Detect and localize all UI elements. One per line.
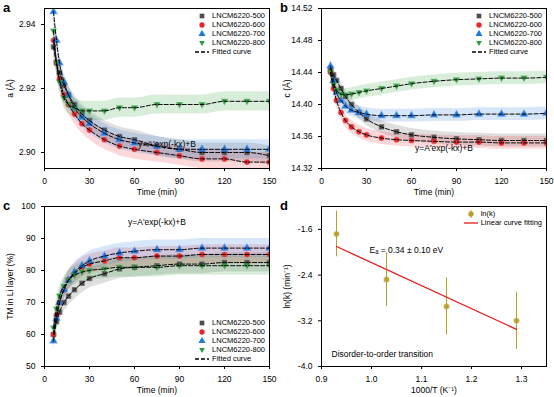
svg-text:14.48: 14.48	[291, 35, 313, 45]
svg-text:0: 0	[319, 176, 324, 186]
svg-text:2.92: 2.92	[19, 83, 36, 93]
html-text:a: a	[3, 0, 11, 15]
svg-text:120: 120	[217, 374, 231, 384]
svg-text:0.9: 0.9	[316, 374, 328, 384]
svg-text:90: 90	[175, 374, 185, 384]
svg-text:Time (min): Time (min)	[137, 385, 177, 395]
svg-text:-2.4: -2.4	[298, 270, 313, 280]
svg-text:14.52: 14.52	[291, 3, 313, 13]
svg-text:1.3: 1.3	[516, 374, 528, 384]
svg-text:90: 90	[175, 176, 185, 186]
svg-text:60: 60	[26, 329, 36, 339]
svg-text:1.0: 1.0	[366, 374, 378, 384]
svg-text:30: 30	[85, 176, 95, 186]
html-text:LNCM6220-700: LNCM6220-700	[212, 29, 265, 38]
svg-text:2.90: 2.90	[19, 147, 36, 157]
html-text:c: c	[3, 198, 11, 213]
svg-text:60: 60	[407, 176, 417, 186]
svg-text:TM in Li layer (%): TM in Li layer (%)	[5, 253, 15, 320]
svg-text:1.2: 1.2	[466, 374, 478, 384]
svg-text:y=A'exp(-kx)+B: y=A'exp(-kx)+B	[128, 217, 186, 227]
svg-text:Time (min): Time (min)	[137, 187, 177, 197]
svg-text:14.40: 14.40	[291, 99, 313, 109]
svg-text:60: 60	[130, 374, 140, 384]
svg-text:120: 120	[494, 176, 508, 186]
html-text:Fitted curve: Fitted curve	[489, 47, 529, 56]
html-text:LNCM6220-800: LNCM6220-800	[212, 345, 265, 354]
svg-text:60: 60	[130, 176, 140, 186]
html-text:LNCM6220-700: LNCM6220-700	[489, 29, 542, 38]
svg-text:1.1: 1.1	[416, 374, 428, 384]
html-text:LNCM6220-500: LNCM6220-500	[212, 318, 265, 327]
html-text:LNCM6220-700: LNCM6220-700	[212, 336, 265, 345]
html-text:Fitted curve: Fitted curve	[212, 354, 252, 363]
svg-text:0: 0	[42, 374, 47, 384]
svg-text:80: 80	[26, 265, 36, 275]
svg-text:14.44: 14.44	[291, 67, 313, 77]
svg-text:150: 150	[539, 176, 553, 186]
svg-text:30: 30	[85, 374, 95, 384]
svg-text:14.32: 14.32	[291, 163, 313, 173]
svg-text:1000/T (K⁻¹): 1000/T (K⁻¹)	[411, 385, 457, 395]
svg-text:-4.0: -4.0	[298, 361, 313, 371]
html-text:Fitted curve: Fitted curve	[212, 47, 252, 56]
svg-text:0: 0	[42, 176, 47, 186]
svg-text:Time (min): Time (min)	[414, 187, 454, 197]
html-text:ln(k): ln(k)	[480, 209, 496, 218]
html-text:LNCM6220-600: LNCM6220-600	[489, 20, 542, 29]
svg-text:ln(k) (min⁻¹): ln(k) (min⁻¹)	[282, 264, 292, 308]
svg-text:Eₐ = 0.34 ± 0.10 eV: Eₐ = 0.34 ± 0.10 eV	[370, 245, 444, 255]
html-text:LNCM6220-600: LNCM6220-600	[212, 20, 265, 29]
html-text:LNCM6220-800: LNCM6220-800	[489, 38, 542, 47]
svg-text:90: 90	[452, 176, 462, 186]
svg-text:a (Å): a (Å)	[5, 79, 15, 98]
html-text:b: b	[280, 0, 288, 15]
svg-text:y=A'exp(-kx)+B: y=A'exp(-kx)+B	[415, 143, 473, 153]
html-text:d: d	[280, 198, 288, 213]
svg-text:2.94: 2.94	[19, 19, 36, 29]
svg-text:c (Å): c (Å)	[282, 79, 292, 97]
svg-text:-1.6: -1.6	[298, 224, 313, 234]
svg-text:y=A'exp(-kx)+B: y=A'exp(-kx)+B	[138, 139, 196, 149]
svg-text:150: 150	[262, 374, 276, 384]
html-text:LNCM6220-500: LNCM6220-500	[212, 11, 265, 20]
svg-text:14.36: 14.36	[291, 131, 313, 141]
svg-text:50: 50	[26, 361, 36, 371]
svg-text:30: 30	[362, 176, 372, 186]
svg-text:120: 120	[217, 176, 231, 186]
svg-text:90: 90	[26, 233, 36, 243]
html-text:LNCM6220-500: LNCM6220-500	[489, 11, 542, 20]
html-text:LNCM6220-800: LNCM6220-800	[212, 38, 265, 47]
html-text:LNCM6220-600: LNCM6220-600	[212, 327, 265, 336]
svg-text:100: 100	[21, 201, 35, 211]
svg-text:150: 150	[262, 176, 276, 186]
svg-text:70: 70	[26, 297, 36, 307]
html-text:Linear curve fitting: Linear curve fitting	[480, 218, 542, 227]
svg-text:Disorder-to-order transition: Disorder-to-order transition	[332, 349, 434, 359]
svg-text:-3.2: -3.2	[298, 316, 313, 326]
